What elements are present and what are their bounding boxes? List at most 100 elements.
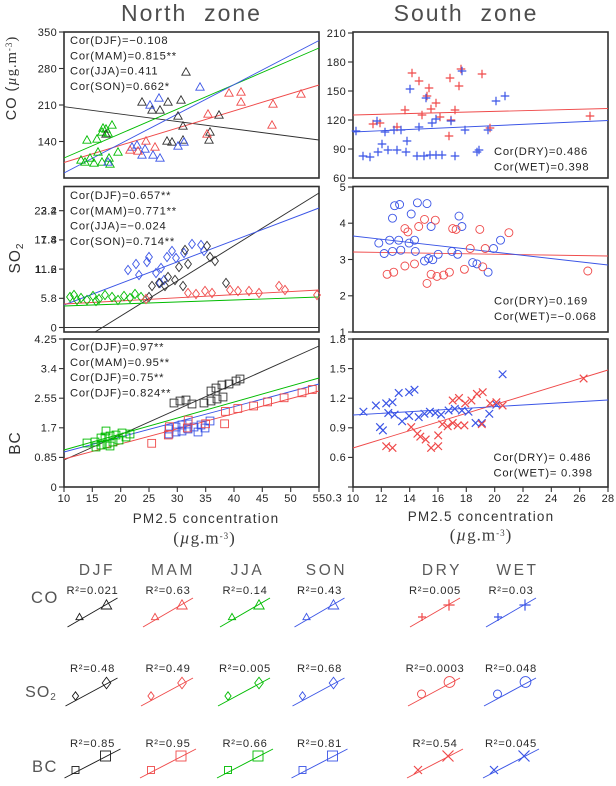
svg-text:1.5: 1.5	[330, 363, 346, 375]
svg-text:11.6: 11.6	[35, 264, 57, 276]
svg-text:0: 0	[51, 322, 57, 334]
svg-text:BC: BC	[32, 758, 58, 776]
svg-text:3: 3	[340, 254, 346, 266]
svg-text:WET: WET	[496, 562, 538, 579]
svg-text:R²=0.66: R²=0.66	[222, 738, 267, 750]
svg-text:0.85: 0.85	[34, 452, 57, 464]
svg-text:1.8: 1.8	[330, 334, 346, 346]
svg-text:25: 25	[143, 493, 156, 505]
svg-text:SO2: SO2	[7, 243, 26, 274]
svg-text:1.2: 1.2	[41, 264, 57, 276]
svg-text:2: 2	[340, 291, 346, 303]
svg-text:South zone: South zone	[394, 0, 539, 26]
svg-text:(µg.m-3): (µg.m-3)	[173, 529, 236, 548]
svg-text:Cor(MAM)=0.95**: Cor(MAM)=0.95**	[70, 357, 170, 369]
svg-text:4: 4	[340, 218, 346, 230]
svg-text:90: 90	[333, 144, 346, 156]
svg-text:R²=0.021: R²=0.021	[67, 585, 119, 597]
svg-text:R²=0.005: R²=0.005	[409, 585, 461, 597]
svg-text:60: 60	[333, 173, 346, 185]
svg-text:Cor(SON)=0.714**: Cor(SON)=0.714**	[70, 236, 175, 248]
svg-text:DRY: DRY	[422, 562, 462, 579]
svg-text:1.7: 1.7	[41, 423, 57, 435]
svg-text:140: 140	[38, 136, 57, 148]
svg-text:1: 1	[340, 327, 346, 339]
svg-text:Cor(DJF)=0.97**: Cor(DJF)=0.97**	[70, 342, 164, 354]
svg-text:Cor(DJF)=0.657**: Cor(DJF)=0.657**	[70, 190, 171, 202]
svg-text:28: 28	[602, 493, 615, 505]
svg-text:R²=0.81: R²=0.81	[297, 738, 342, 750]
svg-text:R²=0.63: R²=0.63	[145, 585, 190, 597]
svg-text:Cor(DRY)=0.486: Cor(DRY)=0.486	[494, 146, 588, 158]
svg-text:R²=0.95: R²=0.95	[145, 738, 190, 750]
svg-text:1.8: 1.8	[41, 235, 57, 247]
svg-text:R²=0.43: R²=0.43	[297, 585, 342, 597]
svg-text:10: 10	[58, 493, 71, 505]
svg-text:MAM: MAM	[151, 562, 195, 579]
svg-text:R²=0.54: R²=0.54	[412, 738, 457, 750]
svg-text:R²=0.045: R²=0.045	[485, 738, 537, 750]
svg-text:0.3: 0.3	[326, 493, 342, 505]
svg-text:R²=0.48: R²=0.48	[70, 663, 115, 675]
svg-text:50: 50	[284, 493, 297, 505]
svg-text:Cor(WET)= 0.398: Cor(WET)= 0.398	[494, 467, 593, 479]
svg-text:BC: BC	[7, 431, 24, 455]
svg-text:5.8: 5.8	[41, 293, 57, 305]
svg-text:210: 210	[327, 28, 346, 40]
svg-text:15: 15	[86, 493, 99, 505]
svg-text:Cor(DJF)=−0.108: Cor(DJF)=−0.108	[70, 35, 168, 47]
svg-text:45: 45	[256, 493, 269, 505]
svg-text:R²=0.03: R²=0.03	[488, 585, 533, 597]
svg-text:55: 55	[313, 493, 326, 505]
svg-text:(µg.m-3): (µg.m-3)	[450, 526, 513, 545]
svg-text:R²=0.0003: R²=0.0003	[406, 663, 465, 675]
svg-text:Cor(WET)=0.398: Cor(WET)=0.398	[494, 161, 589, 173]
svg-text:Cor(SON)=0.662*: Cor(SON)=0.662*	[70, 81, 170, 93]
svg-text:SO2: SO2	[25, 684, 57, 703]
svg-text:0.6: 0.6	[330, 452, 346, 464]
svg-text:350: 350	[38, 27, 57, 39]
svg-text:17.4: 17.4	[34, 235, 57, 247]
svg-text:150: 150	[327, 86, 346, 98]
svg-text:22: 22	[517, 493, 530, 505]
svg-text:Cor(DRY)=0.169: Cor(DRY)=0.169	[494, 296, 588, 308]
svg-text:Cor(JJA)=−0.024: Cor(JJA)=−0.024	[70, 221, 166, 233]
svg-text:R²=0.49: R²=0.49	[145, 663, 190, 675]
svg-text:2.55: 2.55	[34, 393, 57, 405]
svg-text:1.2: 1.2	[330, 393, 346, 405]
svg-text:Cor(DJF)=0.824**: Cor(DJF)=0.824**	[70, 387, 171, 399]
svg-text:R²=0.85: R²=0.85	[70, 738, 115, 750]
svg-text:CO: CO	[31, 589, 59, 607]
svg-text:30: 30	[171, 493, 184, 505]
svg-text:2.4: 2.4	[41, 206, 57, 218]
svg-text:Cor(DJF)=0.75**: Cor(DJF)=0.75**	[70, 372, 164, 384]
svg-text:35: 35	[199, 493, 212, 505]
svg-text:18: 18	[460, 493, 473, 505]
svg-text:20: 20	[114, 493, 127, 505]
svg-text:12: 12	[375, 493, 388, 505]
svg-text:20: 20	[488, 493, 501, 505]
svg-text:0: 0	[51, 482, 57, 494]
svg-text:R²=0.14: R²=0.14	[222, 585, 267, 597]
svg-text:Cor(JJA)=0.411: Cor(JJA)=0.411	[70, 66, 158, 78]
svg-text:120: 120	[327, 115, 346, 127]
svg-text:Cor(MAM)=0.815**: Cor(MAM)=0.815**	[70, 50, 177, 62]
svg-text:14: 14	[403, 493, 416, 505]
svg-text:CO (µg.m-3): CO (µg.m-3)	[4, 36, 20, 120]
svg-text:PM2.5 concentration: PM2.5 concentration	[408, 509, 555, 524]
svg-text:Cor(DRY)= 0.486: Cor(DRY)= 0.486	[494, 452, 592, 464]
svg-text:SON: SON	[306, 562, 347, 579]
svg-text:180: 180	[327, 57, 346, 69]
svg-text:5: 5	[340, 182, 346, 194]
svg-text:280: 280	[38, 63, 57, 75]
svg-text:3.4: 3.4	[41, 363, 57, 375]
svg-text:10: 10	[347, 493, 360, 505]
svg-text:23.2: 23.2	[34, 206, 57, 218]
svg-text:0.9: 0.9	[330, 423, 346, 435]
svg-text:26: 26	[573, 493, 586, 505]
svg-text:R²=0.68: R²=0.68	[297, 663, 342, 675]
svg-text:R²=0.005: R²=0.005	[219, 663, 271, 675]
svg-text:4.25: 4.25	[34, 334, 57, 346]
svg-text:16: 16	[432, 493, 445, 505]
svg-text:1: 1	[35, 264, 41, 276]
